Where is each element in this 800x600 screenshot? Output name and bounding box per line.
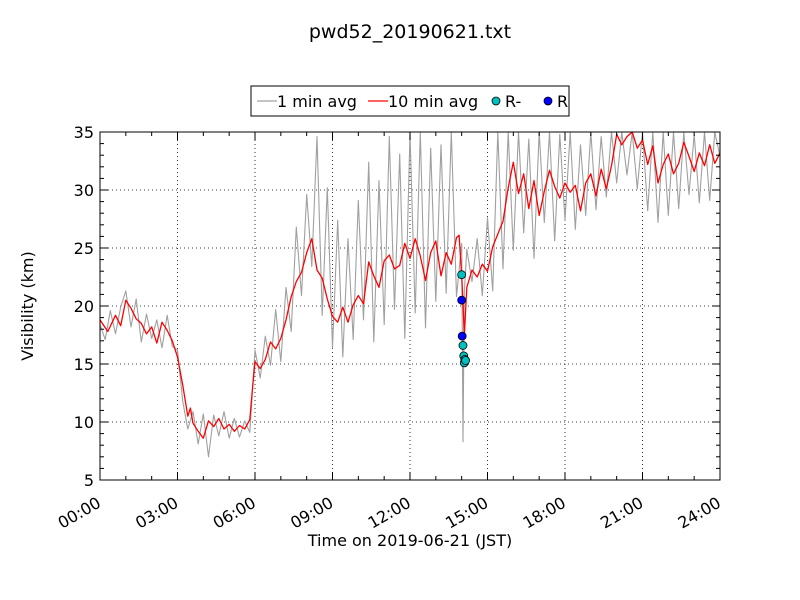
- y-tick-labels: 5 10 15 20 25 30 35: [74, 123, 94, 490]
- chart-title: pwd52_20190621.txt: [309, 21, 511, 43]
- y-tick-label: 35: [74, 123, 94, 142]
- legend: 1 min avg 10 min avg R- R: [250, 85, 570, 117]
- legend-marker: [491, 96, 501, 106]
- plot-area: [100, 132, 720, 458]
- legend-marker: [543, 96, 553, 106]
- y-tick-label: 30: [74, 181, 94, 200]
- y-tick-label: 20: [74, 297, 94, 316]
- point-R: [457, 295, 467, 305]
- y-tick-label: 25: [74, 239, 94, 258]
- legend-box: [250, 85, 570, 117]
- legend-label: 10 min avg: [388, 92, 478, 111]
- point-R: [457, 331, 467, 341]
- legend-label: 1 min avg: [277, 92, 357, 111]
- legend-label: R-: [505, 92, 521, 111]
- point-R-minus: [458, 341, 468, 350]
- y-tick-label: 10: [74, 413, 94, 432]
- grid: [100, 132, 720, 480]
- series-line-10-min-avg: [100, 132, 720, 439]
- legend-label: R: [557, 92, 568, 111]
- y-tick-label: 5: [84, 471, 94, 490]
- series-line-1-min-avg: [100, 132, 720, 458]
- point-R-minus: [457, 270, 467, 280]
- x-axis-title: Time on 2019-06-21 (JST): [307, 531, 512, 550]
- y-tick-label: 15: [74, 355, 94, 374]
- point-R-minus: [461, 356, 470, 365]
- y-axis-title: Visibility (km): [18, 251, 37, 360]
- ticks: [99, 131, 721, 481]
